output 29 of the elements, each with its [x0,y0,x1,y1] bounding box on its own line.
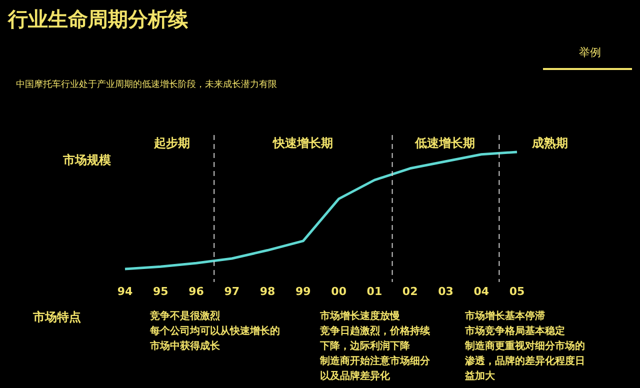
x-tick-label: 02 [402,285,418,298]
x-tick-label: 98 [260,285,276,298]
text: 低速增长期 [414,136,475,150]
chart-title: 行业生命周期分析续 [7,7,189,31]
x-tick-label: 01 [366,285,382,298]
y-axis-title: 市场规模 [62,153,111,167]
x-tick-label: 05 [509,285,525,298]
text: 每个公司均可以从快速增长的市场中获得成长 [149,325,280,352]
chart-subtitle: 中国摩托车行业处于产业周期的低速增长阶段，未来成长潜力有限 [16,79,277,90]
text: 成熟期 [531,136,568,150]
text: 市场特点 [32,310,81,324]
text: 起步期 [153,136,190,150]
text: 制造商开始注意市场细分以及品牌差异化 [319,355,431,382]
text: 举例 [579,46,601,59]
text: 制造商更重视对细分市场的渗透，品牌的差异化程度日益加大 [464,340,585,382]
x-tick-label: 99 [296,285,311,298]
x-tick-label: 94 [117,285,133,298]
x-tick-label: 96 [188,285,204,298]
text: 快速增长期 [272,136,333,150]
x-tick-label: 97 [224,285,240,298]
x-tick-label: 00 [331,285,347,298]
x-tick-label: 03 [438,285,454,298]
x-tick-label: 95 [152,285,168,298]
text: 市场增长速度放慢 [319,310,400,322]
text: 竞争日趋激烈，价格持续下降，边际利润下降 [319,325,431,352]
text: 市场竞争格局基本稳定 [464,325,565,337]
x-tick-label: 04 [474,285,490,298]
text: 市场增长基本停滞 [464,310,545,322]
text: 竞争不是很激烈 [149,310,220,322]
